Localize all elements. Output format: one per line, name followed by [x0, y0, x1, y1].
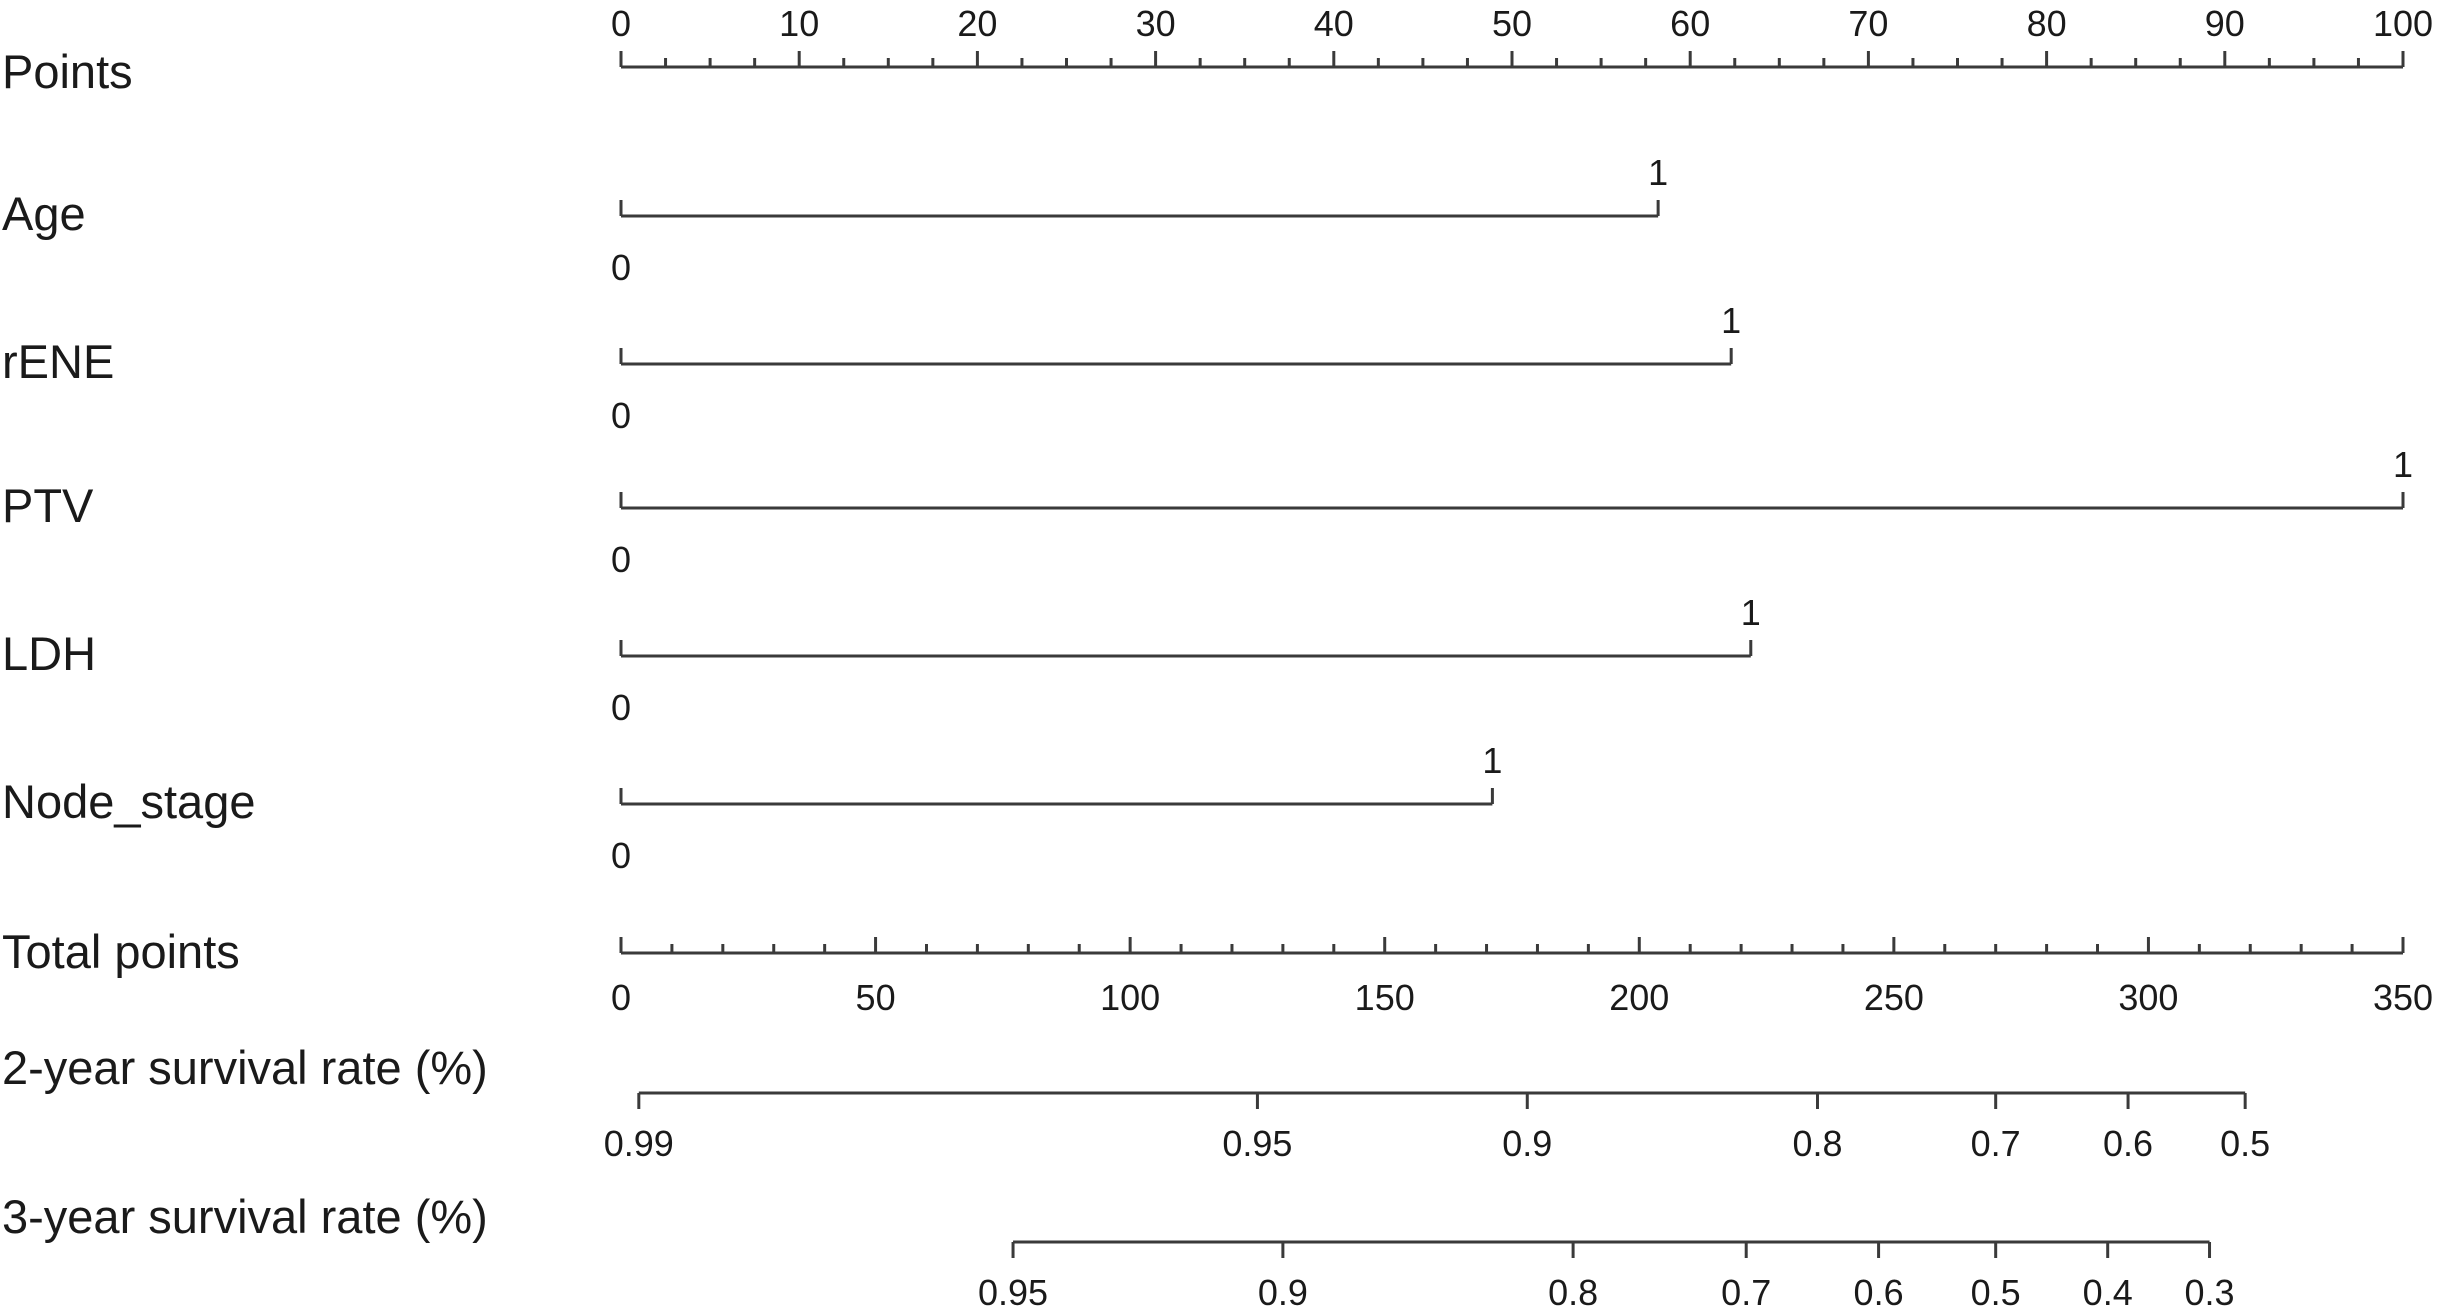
- total-tick-label: 350: [2373, 977, 2433, 1018]
- outcome-row-1: 2-year survival rate (%) 0.99 0.95 0.9 0.8 0.…: [2, 1041, 2270, 1164]
- predictor-row-node-stage: Node_stage 0 1: [2, 740, 1502, 876]
- outcome-tick-label: 0.9: [1258, 1272, 1308, 1313]
- points-tick-label: 80: [2027, 3, 2067, 44]
- outcome-tick-label: 0.99: [604, 1123, 674, 1164]
- total-tick-label: 0: [611, 977, 631, 1018]
- points-scale-group: Points 0 10 20 30 40 50 60 70 80 90 100: [2, 3, 2433, 98]
- outcome-tick-label: 0.7: [1971, 1123, 2021, 1164]
- outcome-tick-label: 0.7: [1721, 1272, 1771, 1313]
- outcome-label: 2-year survival rate (%): [2, 1041, 488, 1094]
- predictor-label: rENE: [2, 335, 114, 388]
- outcome-tick-label: 0.4: [2083, 1272, 2133, 1313]
- points-tick-label: 30: [1136, 3, 1176, 44]
- outcome-tick-label: 0.6: [2103, 1123, 2153, 1164]
- points-tick-label: 10: [779, 3, 819, 44]
- outcome-tick-label: 0.3: [2185, 1272, 2235, 1313]
- predictor-level-label: 1: [1741, 592, 1761, 633]
- predictor-level-label: 1: [1648, 152, 1668, 193]
- outcome-tick-label: 0.9: [1502, 1123, 1552, 1164]
- outcome-tick-label: 0.5: [1971, 1272, 2021, 1313]
- points-tick-label: 0: [611, 3, 631, 44]
- total-tick-label: 250: [1864, 977, 1924, 1018]
- predictor-row-age: Age 0 1: [2, 152, 1668, 288]
- predictor-level-label: 0: [611, 687, 631, 728]
- predictor-label: Age: [2, 187, 86, 240]
- predictor-level-label: 0: [611, 395, 631, 436]
- outcome-tick-label: 0.95: [978, 1272, 1048, 1313]
- points-tick-label: 90: [2205, 3, 2245, 44]
- predictors-group: Age 0 1 rENE 0 1 PTV 0 1 LDH 0 1 Node_stage 0 1: [2, 152, 2413, 876]
- points-tick-label: 70: [1848, 3, 1888, 44]
- predictor-row-rene: rENE 0 1: [2, 300, 1741, 436]
- predictor-label: Node_stage: [2, 775, 255, 828]
- total-tick-label: 150: [1355, 977, 1415, 1018]
- predictor-level-label: 0: [611, 835, 631, 876]
- points-scale-label: Points: [2, 45, 133, 98]
- predictor-level-label: 1: [1721, 300, 1741, 341]
- predictor-label: LDH: [2, 627, 96, 680]
- total-tick-label: 50: [856, 977, 896, 1018]
- points-tick-label: 50: [1492, 3, 1532, 44]
- predictor-level-label: 1: [1482, 740, 1502, 781]
- outcome-tick-label: 0.8: [1548, 1272, 1598, 1313]
- points-tick-label: 40: [1314, 3, 1354, 44]
- points-tick-label: 60: [1670, 3, 1710, 44]
- outcome-label: 3-year survival rate (%): [2, 1190, 488, 1243]
- predictor-row-ldh: LDH 0 1: [2, 592, 1761, 728]
- outcome-tick-label: 0.6: [1854, 1272, 1904, 1313]
- total-tick-label: 300: [2118, 977, 2178, 1018]
- total-points-group: Total points 0 50 100 150 200 250 300 350: [2, 925, 2433, 1018]
- outcome-tick-label: 0.5: [2220, 1123, 2270, 1164]
- predictor-level-label: 0: [611, 539, 631, 580]
- predictor-level-label: 0: [611, 247, 631, 288]
- predictor-row-ptv: PTV 0 1: [2, 444, 2413, 580]
- total-points-label: Total points: [2, 925, 240, 978]
- predictor-label: PTV: [2, 479, 94, 532]
- outcome-row-2: 3-year survival rate (%) 0.95 0.9 0.8 0.7 0.6…: [2, 1190, 2235, 1313]
- points-tick-label: 100: [2373, 3, 2433, 44]
- total-tick-label: 100: [1100, 977, 1160, 1018]
- total-tick-label: 200: [1609, 977, 1669, 1018]
- outcomes-group: 2-year survival rate (%) 0.99 0.95 0.9 0.8 0.…: [2, 1041, 2270, 1313]
- points-tick-label: 20: [957, 3, 997, 44]
- predictor-level-label: 1: [2393, 444, 2413, 485]
- outcome-tick-label: 0.8: [1792, 1123, 1842, 1164]
- outcome-tick-label: 0.95: [1222, 1123, 1292, 1164]
